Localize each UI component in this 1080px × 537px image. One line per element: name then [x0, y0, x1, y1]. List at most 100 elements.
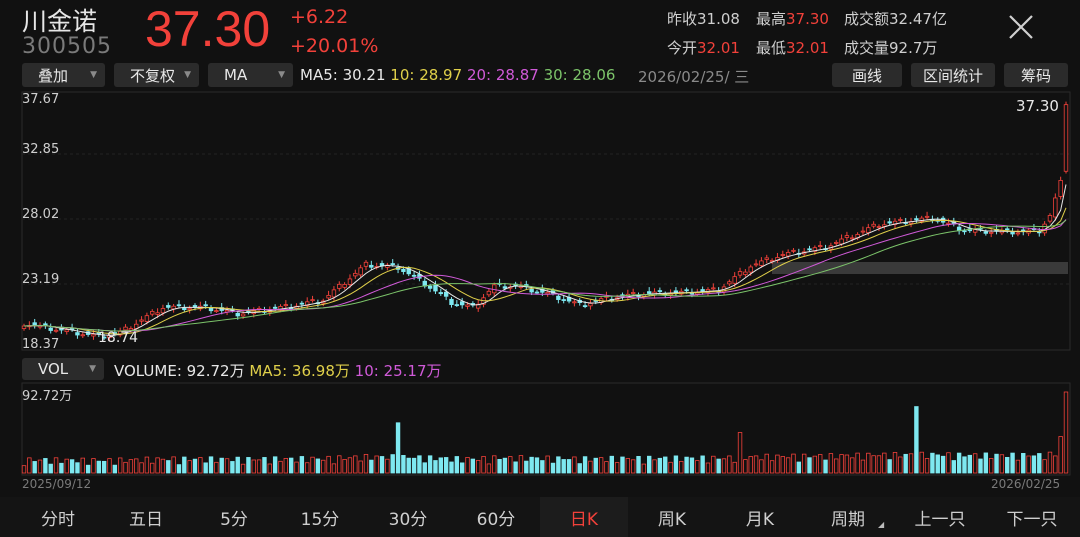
tab-60min[interactable]: 60分 [476, 509, 516, 530]
volume-bar [476, 459, 481, 474]
candle-body [155, 312, 160, 315]
draw-line-button[interactable]: 画线 [832, 63, 902, 87]
tab-intraday[interactable]: 分时 [41, 509, 75, 530]
volume-bar [107, 458, 112, 474]
volume-bar [1047, 451, 1053, 474]
candle-body [443, 291, 449, 297]
volume-bar [337, 455, 342, 474]
candle-body [860, 230, 866, 233]
kline-chart[interactable] [0, 0, 1080, 497]
tab-15min[interactable]: 15分 [300, 509, 340, 530]
previous-stock-button[interactable]: 上一只 [914, 509, 966, 530]
volume-bar [940, 455, 946, 474]
candle-body [700, 289, 705, 292]
corner-triangle-icon: ◢ [878, 520, 885, 529]
adjust-dropdown[interactable]: 不复权 ▼ [114, 63, 199, 87]
volume-bar [625, 458, 631, 474]
volume-bar [101, 460, 107, 474]
candle-body [123, 326, 128, 331]
volume-bar [192, 458, 198, 474]
volume-bar [780, 456, 785, 474]
candle-body [235, 312, 240, 317]
volume-bar [1063, 391, 1069, 474]
volume-bar [743, 459, 748, 474]
y-tick: 32.85 [22, 142, 60, 157]
candle-body [764, 257, 769, 260]
tab-five-day[interactable]: 五日 [129, 509, 163, 530]
candle-body [1058, 180, 1063, 197]
candle-body [748, 266, 753, 273]
volume-bar [748, 456, 753, 474]
volume-bar [1031, 455, 1037, 474]
volume-bar [470, 458, 476, 474]
volume-bar [1058, 436, 1063, 474]
volume-bar [203, 462, 208, 474]
candle-body [983, 231, 989, 234]
volume-bar [588, 460, 593, 474]
caret-down-icon: ▼ [184, 70, 191, 80]
candle-body [91, 333, 96, 337]
tab-daily-k[interactable]: 日K [540, 497, 628, 537]
volume-bar [326, 455, 331, 474]
volume-bar [1005, 456, 1010, 474]
volume-bar [315, 458, 321, 474]
volume-bar [898, 456, 903, 474]
volume-bar [150, 462, 155, 474]
candle-body [331, 289, 337, 298]
volume-bar [593, 457, 598, 474]
candle-body [588, 303, 593, 307]
volume-bar [903, 453, 908, 474]
volume-bar [1026, 455, 1031, 474]
tab-monthly-k[interactable]: 月K [745, 509, 775, 530]
tab-30min[interactable]: 30分 [388, 509, 428, 530]
range-stats-button[interactable]: 区间统计 [911, 63, 995, 87]
tab-5min[interactable]: 5分 [220, 509, 248, 530]
volume-bar [561, 459, 566, 474]
volume-bar [235, 456, 240, 474]
volume-bar [406, 457, 411, 474]
overlay-dropdown[interactable]: 叠加 ▼ [22, 63, 105, 87]
volume-bar [433, 460, 438, 474]
volume-bar [1037, 453, 1042, 474]
candle-body [427, 285, 433, 289]
volume-bar [128, 459, 134, 474]
volume-bar [732, 461, 737, 474]
candle-body [1053, 197, 1058, 218]
volume-bar [652, 459, 657, 474]
candle-body [369, 264, 374, 268]
volume-bar [176, 464, 182, 474]
next-stock-button[interactable]: 下一只 [1006, 509, 1058, 530]
volume-bar [37, 459, 43, 474]
candle-body [240, 313, 246, 317]
volume-bar [117, 457, 123, 474]
volume-bar [785, 457, 791, 474]
volume-bar [497, 458, 502, 474]
volume-bar [69, 459, 75, 474]
volume-bar [812, 455, 818, 474]
volume-bar [331, 463, 337, 474]
volume-bar [32, 461, 37, 474]
ma10-line [23, 207, 1067, 335]
volume-bar [347, 457, 353, 474]
volume-bar [353, 455, 358, 474]
volume-bar [310, 456, 315, 474]
candle-body [711, 287, 716, 290]
candle-body [283, 304, 289, 306]
day-low: 最低32.01 [756, 39, 829, 57]
price-change-percent: +20.01% [290, 35, 379, 57]
tab-period[interactable]: 周期 [831, 509, 865, 530]
volume-bar [988, 458, 994, 474]
volume-bar [160, 458, 166, 474]
candle-body [924, 215, 930, 218]
volume-bar [144, 456, 150, 474]
indicator-dropdown[interactable]: MA ▼ [208, 63, 293, 87]
chips-button[interactable]: 筹码 [1004, 63, 1068, 87]
volume-bar [262, 457, 267, 474]
close-icon[interactable] [1006, 12, 1036, 42]
caret-down-icon: ▼ [90, 70, 97, 80]
candle-body [1005, 228, 1010, 231]
volume-indicator-dropdown[interactable]: VOL ▼ [22, 358, 104, 380]
volume-bar [524, 460, 529, 474]
tab-weekly-k[interactable]: 周K [657, 509, 687, 530]
candle-body [214, 310, 219, 313]
